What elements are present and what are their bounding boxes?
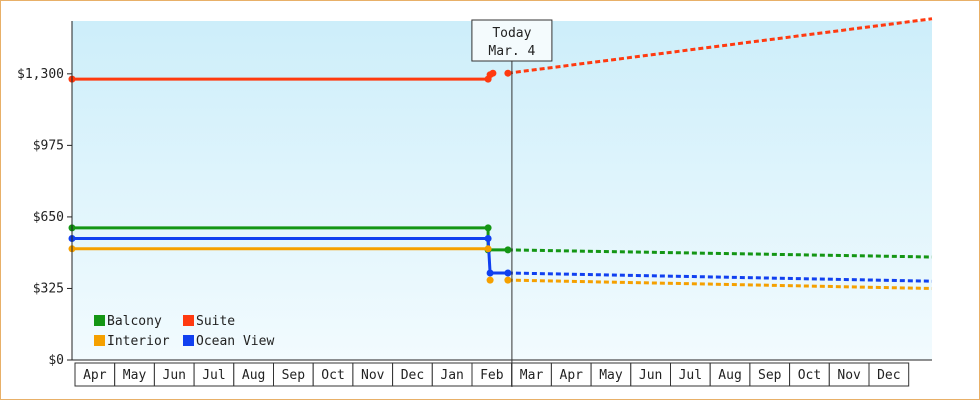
legend-label: Interior [107, 334, 170, 349]
data-point-ocean-view[interactable] [504, 269, 512, 277]
legend-item-ocean-view[interactable]: Ocean View [183, 334, 274, 349]
series-forecast-interior [507, 278, 933, 290]
data-point-interior[interactable] [486, 276, 494, 284]
series-ocean-view [68, 235, 933, 283]
data-point-suite[interactable] [489, 69, 497, 77]
y-tick-label: $1,300 [17, 67, 64, 82]
y-tick-label: $650 [33, 210, 64, 225]
plot-area-background [72, 21, 932, 360]
legend-item-balcony[interactable]: Balcony [94, 314, 162, 329]
month-label: Oct [321, 368, 344, 383]
month-cell [868, 362, 910, 387]
month-label: Nov [361, 368, 385, 383]
month-label: Feb [480, 368, 504, 383]
month-label: Dec [877, 368, 900, 383]
month-label: Jul [202, 368, 225, 383]
month-label: Apr [560, 368, 584, 383]
y-tick-label: $325 [33, 281, 64, 296]
today-date: Mar. 4 [488, 44, 535, 59]
data-point-interior[interactable] [504, 276, 512, 284]
today-callout [471, 19, 553, 62]
y-tick-label: $975 [33, 138, 64, 153]
legend-swatch [94, 315, 105, 326]
month-label: Sep [282, 368, 306, 383]
legend-label: Ocean View [196, 334, 274, 349]
data-point-suite[interactable] [504, 69, 512, 77]
data-point-interior[interactable] [484, 245, 492, 253]
data-point-ocean-view[interactable] [484, 235, 492, 242]
legend-swatch [183, 315, 194, 326]
series-forecast-balcony [507, 248, 933, 259]
month-label: Jun [163, 368, 186, 383]
month-label: Aug [242, 368, 265, 383]
legend-label: Balcony [107, 314, 162, 329]
month-label: Dec [401, 368, 424, 383]
data-point-ocean-view[interactable] [486, 269, 494, 277]
month-label: Jul [679, 368, 702, 383]
legend-label: Suite [196, 314, 235, 329]
month-label: Jan [440, 368, 463, 383]
data-point-balcony[interactable] [484, 224, 492, 232]
y-tick-label: $0 [48, 353, 64, 368]
series-forecast-ocean-view [507, 271, 933, 283]
month-label: Nov [837, 368, 861, 383]
series-forecast-suite [507, 17, 933, 75]
series-line-ocean-view [72, 237, 508, 275]
series-interior [68, 245, 933, 290]
month-label: Jun [639, 368, 662, 383]
month-label: Aug [718, 368, 741, 383]
series-suite [68, 17, 933, 83]
month-label: May [599, 368, 623, 383]
month-label: May [123, 368, 147, 383]
legend-item-interior[interactable]: Interior [94, 334, 170, 349]
month-label: Sep [758, 368, 782, 383]
legend-swatch [183, 335, 194, 346]
month-label: Apr [83, 368, 107, 383]
month-label: Mar [520, 368, 544, 383]
month-label: Oct [798, 368, 821, 383]
legend-item-suite[interactable]: Suite [183, 314, 235, 329]
month-axis: Apr May Jun Jul Aug Sep Oct Nov Dec Jan Feb Mar Apr M… [74, 362, 910, 387]
legend-swatch [94, 335, 105, 346]
data-point-balcony[interactable] [504, 246, 512, 254]
today-label: Today [492, 26, 531, 41]
